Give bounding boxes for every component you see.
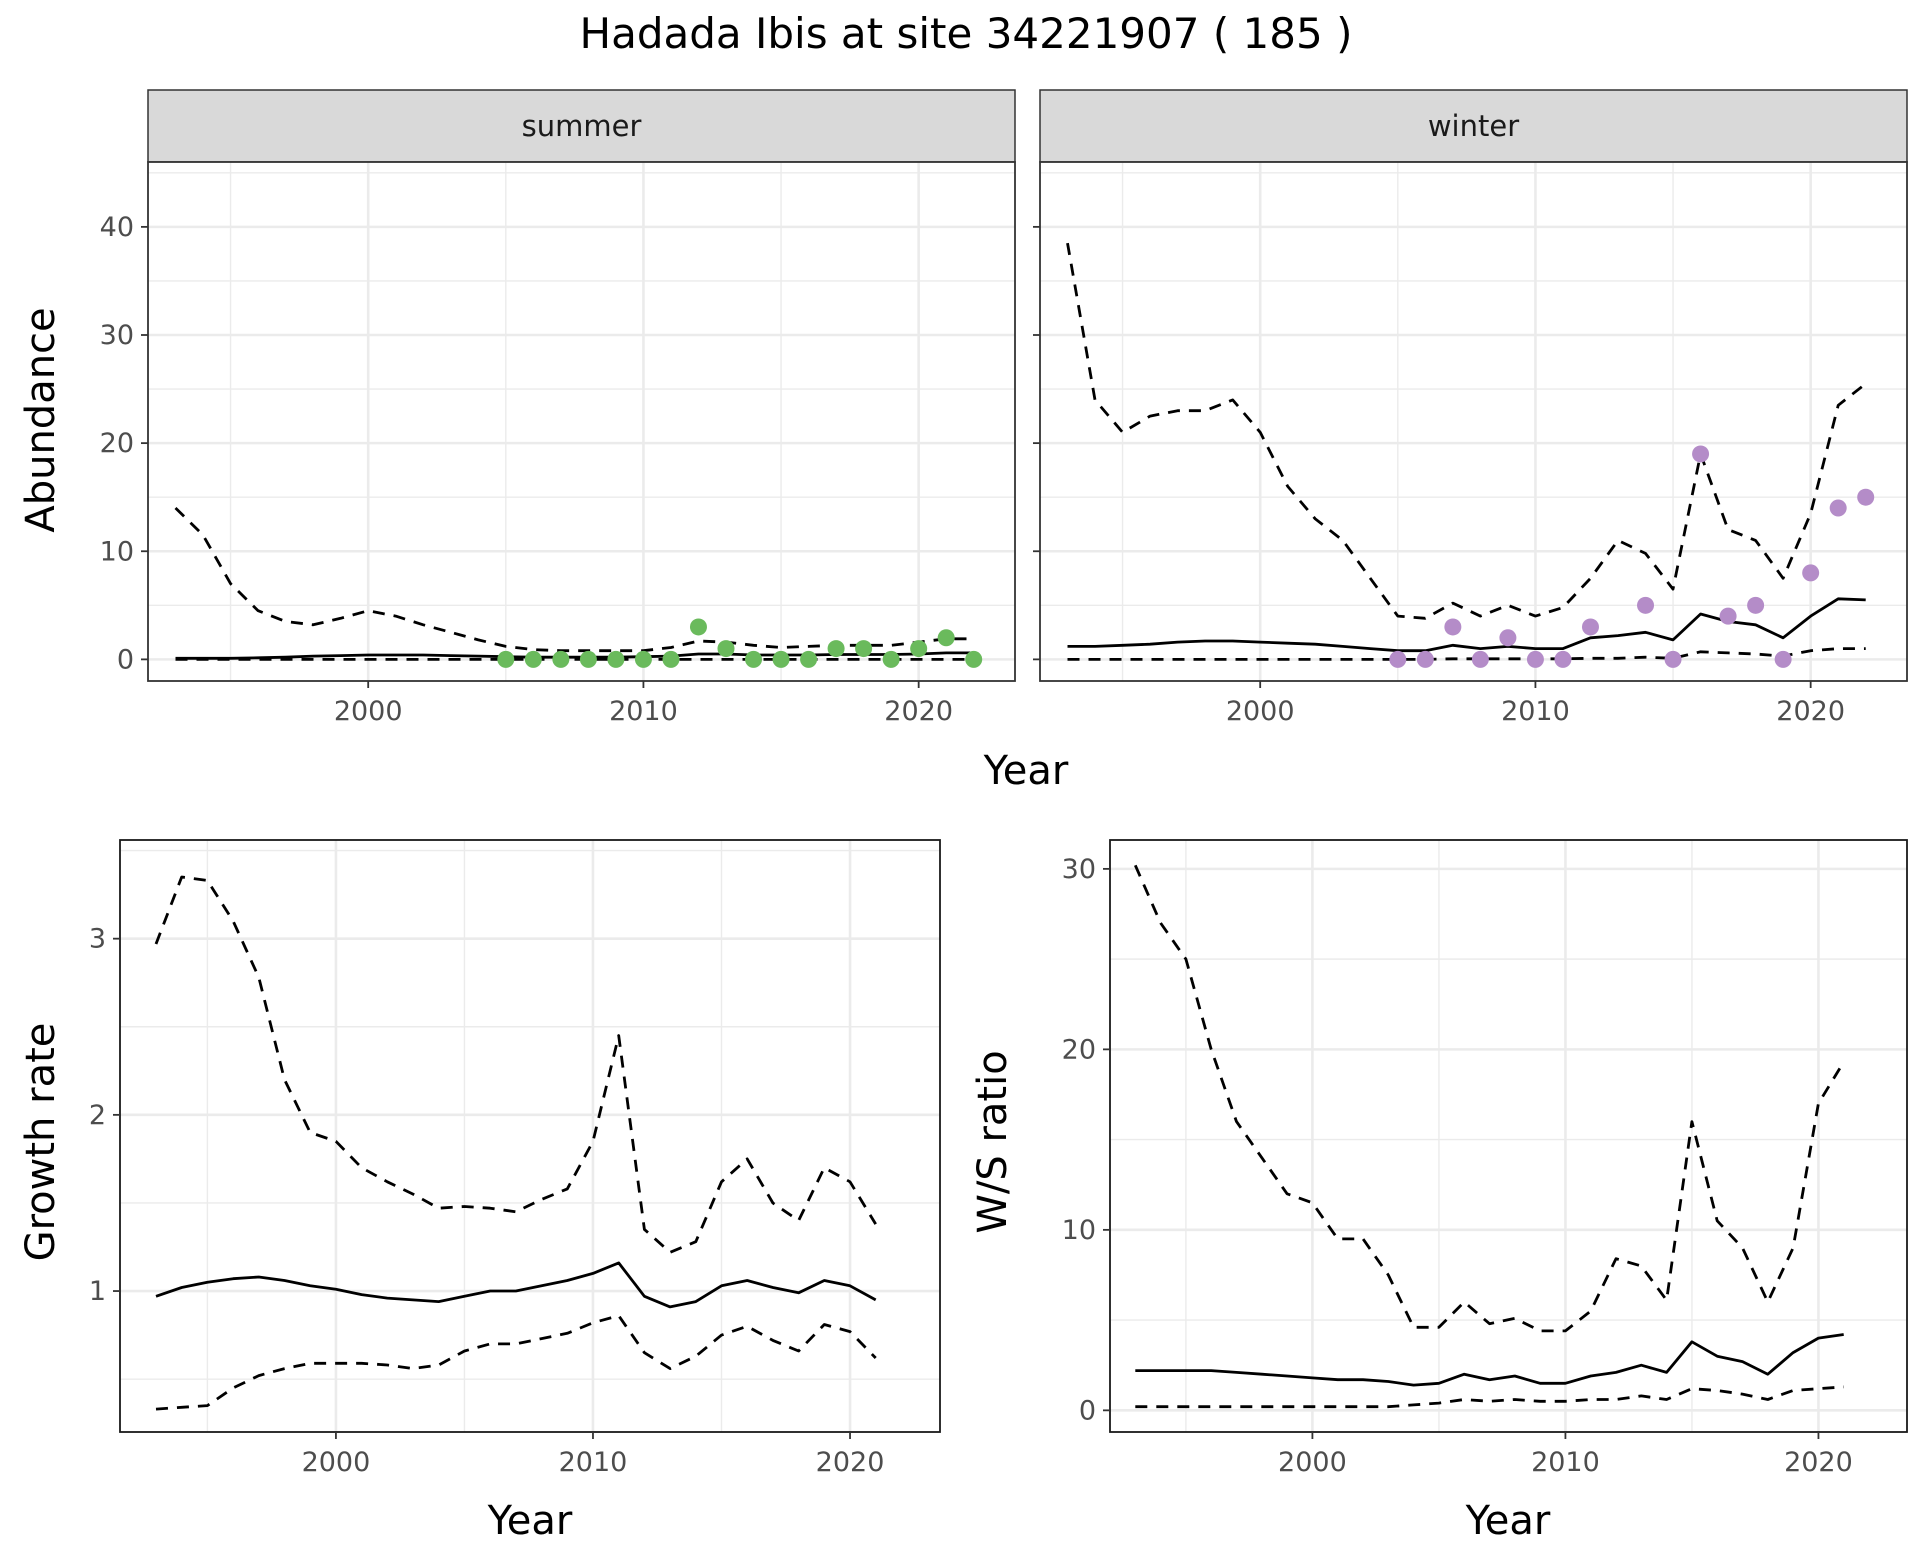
- winter-observed-point: [1719, 607, 1737, 625]
- growth-panel-border: [119, 839, 941, 1433]
- winter-x-tick-label: 2000: [1226, 696, 1295, 727]
- summer-x-tick-label: 2000: [334, 696, 403, 727]
- winter-observed-point: [1554, 650, 1572, 668]
- winter-strip: [1039, 89, 1908, 163]
- winter-observed-point: [1692, 445, 1710, 463]
- growth-y-tick-label: 1: [89, 1276, 106, 1307]
- winter-observed-point: [1416, 650, 1434, 668]
- ws-panel-border: [1109, 839, 1908, 1433]
- ws-x-tick-label: 2000: [1278, 1447, 1347, 1478]
- summer-observed-point: [607, 650, 625, 668]
- summer-observed-point: [827, 640, 845, 658]
- winter-observed-point: [1774, 650, 1792, 668]
- winter-plot-area: [1040, 162, 1907, 681]
- winter-observed-point: [1499, 629, 1517, 647]
- growth-mean-line: [155, 1261, 877, 1309]
- winter-observed-point: [1389, 650, 1407, 668]
- summer-strip-label: summer: [522, 109, 642, 143]
- ws-lower-bound-line: [1135, 1385, 1844, 1409]
- winter-panel-border: [1039, 161, 1908, 682]
- ws-x-tick-label: 2010: [1531, 1447, 1600, 1478]
- growth-plot-area: [120, 840, 940, 1432]
- winter-observed-point: [1581, 618, 1599, 636]
- ws-upper-bound-line: [1134, 864, 1845, 1333]
- winter-observed-point: [1471, 650, 1489, 668]
- summer-observed-point: [579, 650, 597, 668]
- winter-observed-point: [1444, 618, 1462, 636]
- summer-observed-point: [910, 640, 928, 658]
- summer-plot-area: [148, 162, 1015, 681]
- ws-y-tick-label: 30: [1062, 854, 1096, 885]
- growth-upper-bound-line: [154, 875, 877, 1254]
- summer-observed-point: [855, 640, 873, 658]
- summer-x-tick-label: 2020: [884, 696, 953, 727]
- summer-facet-panel: summer 2000 2010 2020 0 10 20 30 40: [100, 89, 1016, 727]
- facet-y-axis-title: Abundance: [18, 307, 64, 532]
- winter-observed-point: [1637, 596, 1655, 614]
- growth-x-tick-label: 2000: [302, 1447, 371, 1478]
- growth-y-axis-title: Growth rate: [18, 1023, 64, 1262]
- summer-panel-border: [147, 161, 1016, 682]
- growth-lower-bound-line: [155, 1314, 877, 1411]
- winter-observed-point: [1747, 596, 1765, 614]
- facet-x-axis-title: Year: [983, 748, 1069, 794]
- ws-mean-line: [1135, 1333, 1844, 1387]
- growth-y-tick-label: 2: [89, 1100, 106, 1131]
- growth-rate-panel: 2000 2010 2020 1 2 3: [89, 839, 941, 1478]
- winter-x-tick-label: 2020: [1776, 696, 1845, 727]
- growth-y-tick-label: 3: [89, 924, 106, 955]
- ws-y-tick-label: 20: [1062, 1034, 1096, 1065]
- summer-y-tick-label: 20: [100, 428, 134, 459]
- summer-x-tick-label: 2010: [609, 696, 678, 727]
- summer-observed-point: [552, 650, 570, 668]
- summer-observed-point: [662, 650, 680, 668]
- growth-x-tick-label: 2010: [559, 1447, 628, 1478]
- ws-plot-area: [1110, 840, 1907, 1432]
- summer-observed-point: [965, 650, 983, 668]
- summer-observed-point: [937, 629, 955, 647]
- summer-observed-point: [745, 650, 763, 668]
- summer-y-tick-label: 30: [100, 320, 134, 351]
- summer-y-tick-label: 0: [117, 644, 134, 675]
- ws-x-tick-label: 2020: [1784, 1447, 1853, 1478]
- ws-y-tick-label: 10: [1062, 1215, 1096, 1246]
- winter-x-tick-label: 2010: [1501, 696, 1570, 727]
- summer-observed-point: [717, 640, 735, 658]
- ws-x-axis-title: Year: [1465, 1498, 1551, 1544]
- summer-observed-point: [882, 650, 900, 668]
- growth-x-axis-title: Year: [487, 1498, 573, 1544]
- summer-observed-point: [634, 650, 652, 668]
- ws-y-tick-label: 0: [1079, 1395, 1096, 1426]
- summer-observed-point: [689, 618, 707, 636]
- winter-upper-bound-line: [1066, 242, 1867, 620]
- summer-observed-point: [800, 650, 818, 668]
- winter-observed-point: [1857, 488, 1875, 506]
- summer-observed-point: [497, 650, 515, 668]
- winter-lower-bound-line: [1067, 647, 1866, 661]
- figure-title: Hadada Ibis at site 34221907 ( 185 ): [580, 9, 1353, 58]
- winter-observed-point: [1829, 499, 1847, 517]
- growth-x-tick-label: 2020: [816, 1447, 885, 1478]
- summer-y-tick-label: 10: [100, 536, 134, 567]
- summer-y-tick-label: 40: [100, 212, 134, 243]
- ws-ratio-panel: 2000 2010 2020 0 10 20 30: [1062, 839, 1908, 1478]
- winter-observed-point: [1664, 650, 1682, 668]
- summer-observed-point: [772, 650, 790, 668]
- ws-y-axis-title: W/S ratio: [970, 1050, 1016, 1233]
- summer-observed-point: [524, 650, 542, 668]
- winter-observed-point: [1802, 564, 1820, 582]
- summer-strip: [147, 89, 1016, 163]
- winter-observed-point: [1526, 650, 1544, 668]
- winter-facet-panel: winter 2000 2010 2020: [1033, 89, 1908, 727]
- winter-strip-label: winter: [1428, 109, 1519, 143]
